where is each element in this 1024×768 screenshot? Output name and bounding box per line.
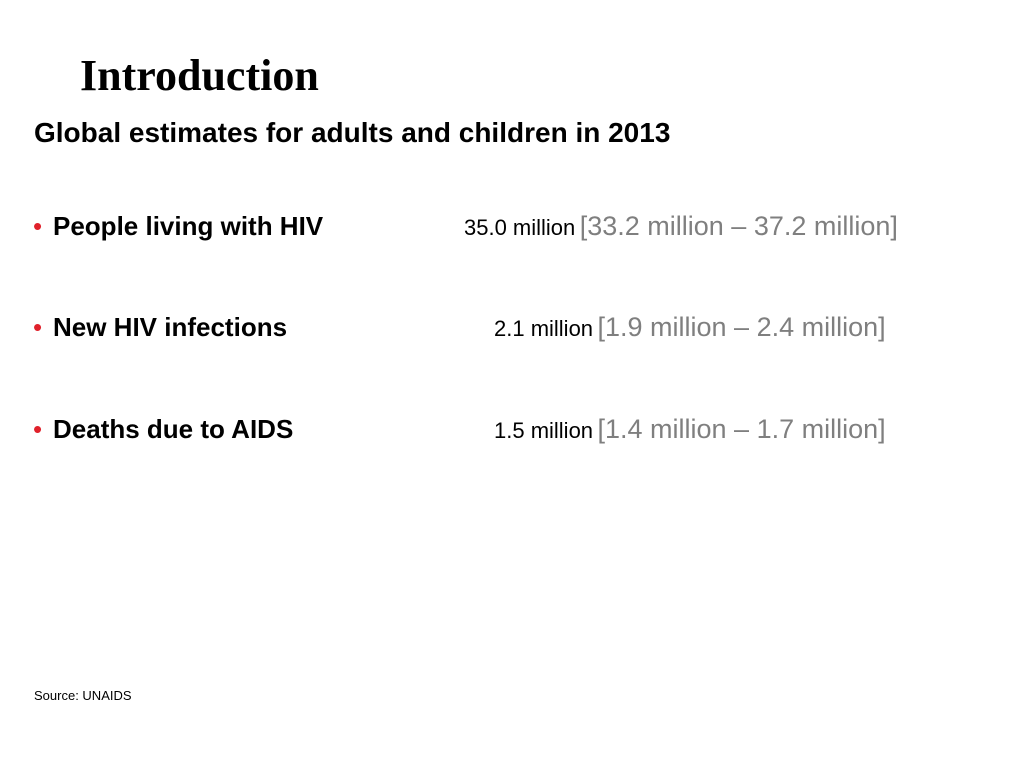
bullet-item-aids-deaths: • Deaths due to AIDS 1.5 million [1.4 mi…	[0, 412, 1024, 452]
estimate-range: [33.2 million – 37.2 million]	[579, 211, 898, 241]
slide-title: Introduction	[80, 51, 319, 100]
bullet-label: Deaths due to AIDS	[53, 414, 294, 444]
source-note: Source: UNAIDS	[34, 688, 132, 703]
estimate: 1.5 million [1.4 million – 1.7 million]	[494, 412, 886, 451]
estimate-range: [1.9 million – 2.4 million]	[597, 312, 886, 342]
bullet-label: New HIV infections	[53, 312, 288, 342]
bullet-label: People living with HIV	[53, 211, 324, 241]
estimate: 2.1 million [1.9 million – 2.4 million]	[494, 310, 886, 349]
bullet-item-new-infections: • New HIV infections 2.1 million [1.9 mi…	[0, 310, 1024, 350]
estimate-value: 35.0 million	[464, 215, 576, 240]
bullet-dot-icon: •	[33, 414, 43, 444]
estimate-value: 2.1 million	[494, 316, 594, 341]
bullet-dot-icon: •	[33, 211, 43, 241]
estimate-range: [1.4 million – 1.7 million]	[597, 414, 886, 444]
slide-subtitle: Global estimates for adults and children…	[34, 117, 671, 148]
bullet-item-people-living: • People living with HIV 35.0 million [3…	[0, 209, 1024, 249]
bullet-dot-icon: •	[33, 312, 43, 342]
estimate-value: 1.5 million	[494, 418, 594, 443]
estimate: 35.0 million [33.2 million – 37.2 millio…	[464, 209, 898, 248]
